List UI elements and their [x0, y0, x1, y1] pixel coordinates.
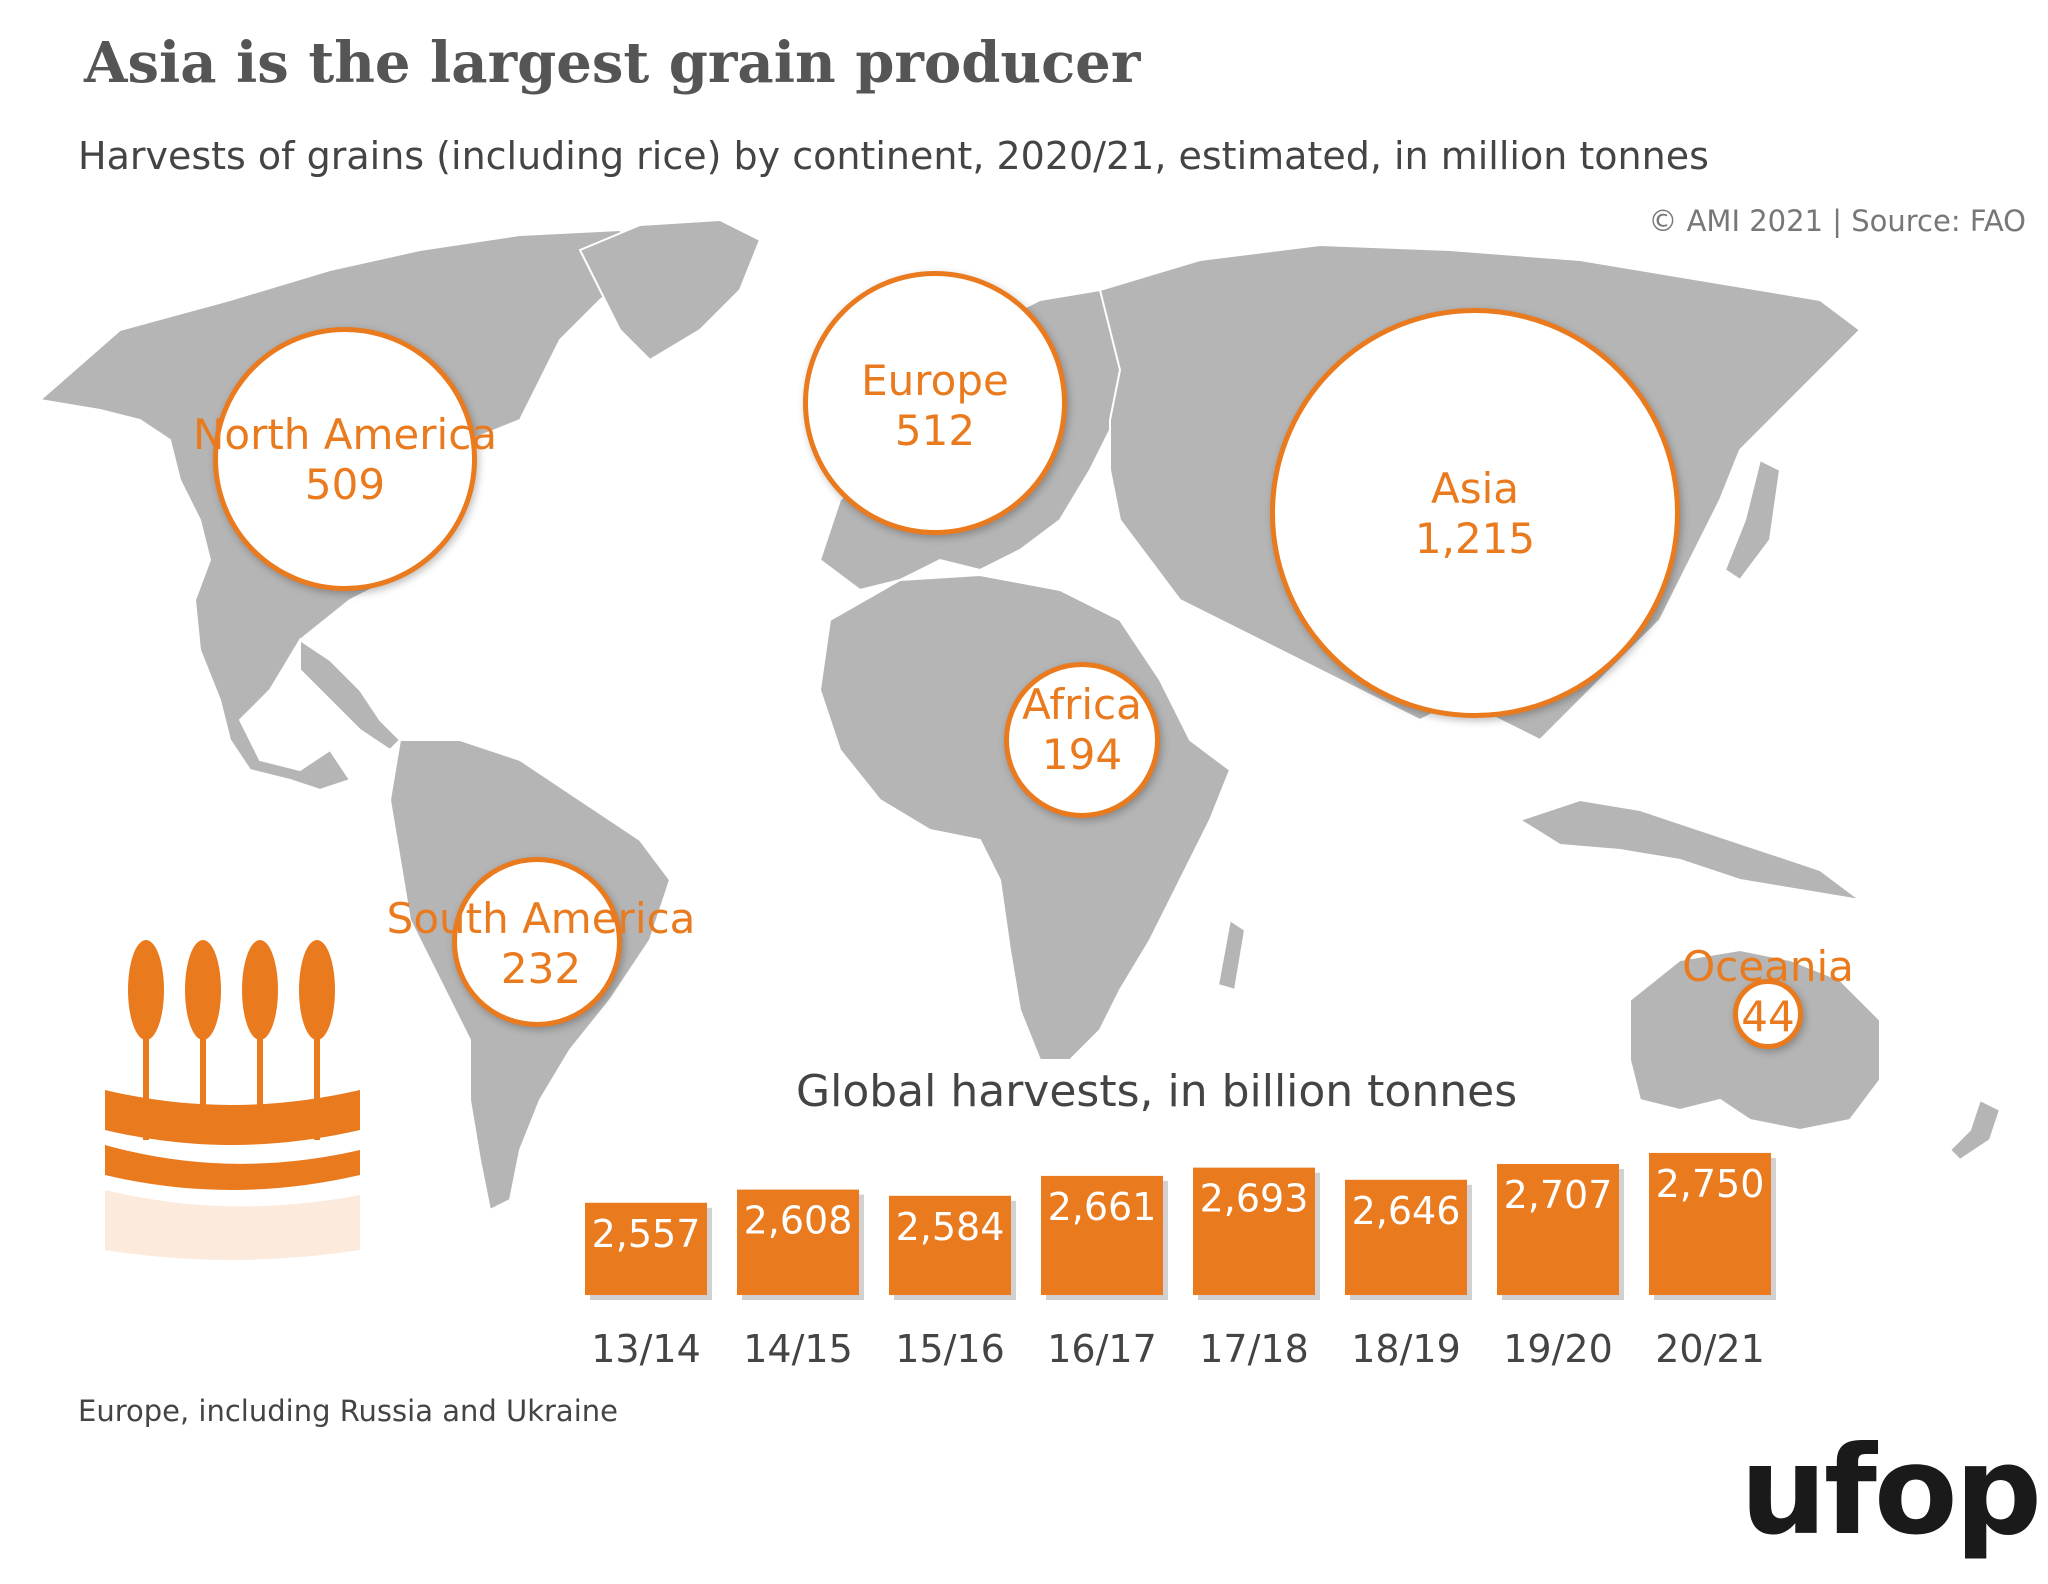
bar-value-label: 2,608: [744, 1199, 853, 1243]
region-name: Europe: [861, 356, 1009, 405]
japan-landmass: [1723, 458, 1782, 582]
bar-value-label: 2,557: [592, 1212, 701, 1256]
bar-value-label: 2,661: [1048, 1185, 1157, 1229]
label-europe: Europe 512: [861, 356, 1009, 456]
region-name: Oceania: [1682, 942, 1854, 991]
bubble-asia: [1270, 308, 1680, 718]
region-name: Asia: [1430, 464, 1520, 513]
label-oceania: Oceania 44: [1682, 942, 1854, 1042]
region-value: 44: [1741, 992, 1795, 1041]
wheat-base-upper: [105, 1090, 360, 1145]
bubble-europe: [803, 271, 1067, 535]
region-name: South America: [386, 894, 696, 943]
label-africa: Africa 194: [1022, 680, 1142, 780]
bar-value-label: 2,584: [896, 1205, 1005, 1249]
x-tick-label: 18/19: [1351, 1327, 1461, 1371]
bar-value-label: 2,693: [1200, 1177, 1309, 1221]
bar-20/21: [1649, 1152, 1771, 1295]
source-credit: © AMI 2021 | Source: FAO: [1648, 204, 2026, 238]
bar-17/18: [1193, 1167, 1315, 1295]
ufop-logo: ufop: [1740, 1420, 2042, 1562]
bubble-north-america: [213, 327, 477, 591]
label-south-america: South America 232: [387, 894, 696, 994]
madagascar-landmass: [1216, 918, 1247, 992]
footnote: Europe, including Russia and Ukraine: [78, 1394, 618, 1428]
x-tick-label: 20/21: [1655, 1327, 1765, 1371]
wheat-stalks: [143, 1010, 320, 1140]
bubble-oceania: [1733, 979, 1803, 1049]
region-value: 194: [1041, 730, 1123, 779]
x-tick-label: 13/14: [591, 1327, 701, 1371]
region-value: 1,215: [1414, 514, 1536, 563]
x-tick-label: 16/17: [1047, 1327, 1157, 1371]
x-tick-label: 15/16: [895, 1327, 1005, 1371]
bar-chart-title: Global harvests, in billion tonnes: [796, 1066, 1518, 1117]
greenland-landmass: [578, 218, 762, 362]
region-value: 512: [894, 406, 976, 455]
bar-13/14: [585, 1202, 707, 1295]
bar-19/20: [1497, 1164, 1619, 1295]
bar-value-label: 2,750: [1656, 1162, 1765, 1206]
label-north-america: North America 509: [193, 410, 497, 510]
wheat-ears: [128, 940, 335, 1040]
page-title: Asia is the largest grain producer: [84, 30, 1141, 96]
bar-14/15: [737, 1189, 859, 1295]
bubble-africa: [1004, 662, 1160, 818]
bar-value-label: 2,707: [1504, 1173, 1613, 1217]
bar-16/17: [1041, 1175, 1163, 1295]
region-value: 232: [500, 944, 582, 993]
central-america-landmass: [299, 638, 402, 752]
new-zealand-landmass: [1948, 1098, 2002, 1162]
bar-15/16: [889, 1195, 1011, 1295]
wheat-base-lower: [105, 1145, 360, 1190]
bar-18/19: [1345, 1179, 1467, 1295]
bar-value-label: 2,646: [1352, 1189, 1461, 1233]
x-tick-label: 17/18: [1199, 1327, 1309, 1371]
indonesia-landmass: [1517, 798, 1861, 901]
page-subtitle: Harvests of grains (including rice) by c…: [78, 134, 1709, 178]
label-asia: Asia 1,215: [1415, 464, 1535, 564]
wheat-icon: [105, 940, 360, 1260]
bubble-south-america: [452, 857, 622, 1027]
x-tick-label: 14/15: [743, 1327, 853, 1371]
region-name: North America: [192, 410, 498, 459]
wheat-reflection: [105, 1190, 360, 1260]
region-name: Africa: [1022, 680, 1142, 729]
x-tick-label: 19/20: [1503, 1327, 1613, 1371]
logo-text: ufop: [1740, 1420, 2042, 1562]
region-value: 509: [304, 460, 386, 509]
